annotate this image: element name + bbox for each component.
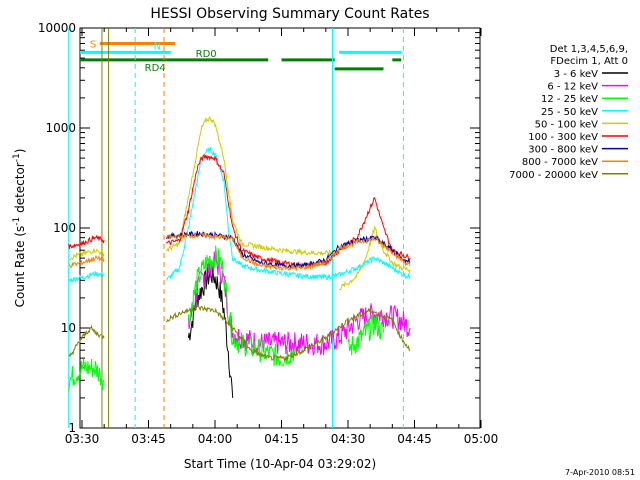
y-axis-label-main: Count Rate (s [13, 226, 27, 308]
series-line [68, 248, 105, 261]
y-axis-label-sup1: -1 [12, 217, 22, 226]
y-axis-label-sup2: -1 [12, 153, 22, 162]
legend-header-1: Det 1,3,4,5,6,9, [550, 44, 628, 55]
y-tick-label: 10000 [38, 21, 76, 35]
legend-entry-label: 100 - 300 keV [528, 132, 598, 143]
y-axis-label-end: ) [13, 149, 27, 154]
x-tick-label: 03:30 [65, 432, 100, 446]
x-tick-label: 04:15 [264, 432, 299, 446]
series-line [165, 154, 411, 269]
flag-label: N [154, 41, 161, 52]
series-3 [68, 146, 411, 283]
x-tick-label: 04:30 [331, 432, 366, 446]
x-tick-label: 04:00 [198, 432, 233, 446]
series-4 [68, 115, 411, 291]
legend-entry-label: 12 - 25 keV [541, 94, 598, 105]
series-line [166, 232, 411, 272]
legend-entry-label: 300 - 800 keV [528, 145, 598, 156]
x-axis-label: Start Time (10-Apr-04 03:29:02) [184, 457, 376, 471]
legend-entry-label: 6 - 12 keV [547, 82, 598, 93]
x-tick-label: 04:45 [397, 432, 432, 446]
series-line [166, 115, 282, 254]
x-tick-label: 05:00 [464, 432, 499, 446]
flag-label: RD4 [145, 63, 166, 74]
legend-entry-label: 3 - 6 keV [554, 69, 598, 80]
series-7 [68, 232, 411, 272]
legend-entry-label: 7000 - 20000 keV [509, 170, 598, 181]
series-line [68, 271, 105, 283]
series-line [166, 305, 411, 363]
chart-title: HESSI Observing Summary Count Rates [150, 6, 429, 22]
series-line [68, 324, 105, 358]
series-line [338, 225, 411, 291]
series-5 [68, 154, 411, 269]
x-tick-label: 03:45 [131, 432, 166, 446]
series-line [68, 234, 105, 249]
y-tick-label: 1 [68, 421, 76, 435]
plot-frame [79, 27, 481, 429]
flag-label: S [90, 39, 96, 50]
legend-entry-label: 50 - 100 keV [535, 119, 599, 130]
legend-entry-label: 800 - 7000 keV [522, 157, 598, 168]
series-line [166, 146, 411, 281]
series-line [347, 313, 384, 356]
y-tick-label: 1000 [45, 121, 76, 135]
y-axis-label-mid: detector [13, 162, 27, 217]
legend-entry-label: 25 - 50 keV [541, 107, 598, 118]
legend-header-2: FDecim 1, Att 0 [550, 56, 628, 67]
flag-label: RD0 [196, 49, 217, 60]
series-line [68, 358, 105, 391]
series-8 [68, 305, 411, 363]
y-axis-label: Count Rate (s-1 detector-1) [12, 149, 27, 308]
y-tick-label: 100 [53, 221, 76, 235]
date-stamp: 7-Apr-2010 08:51 [565, 468, 635, 477]
series-2 [68, 245, 384, 391]
series-line [281, 247, 340, 257]
series-line [68, 254, 105, 269]
